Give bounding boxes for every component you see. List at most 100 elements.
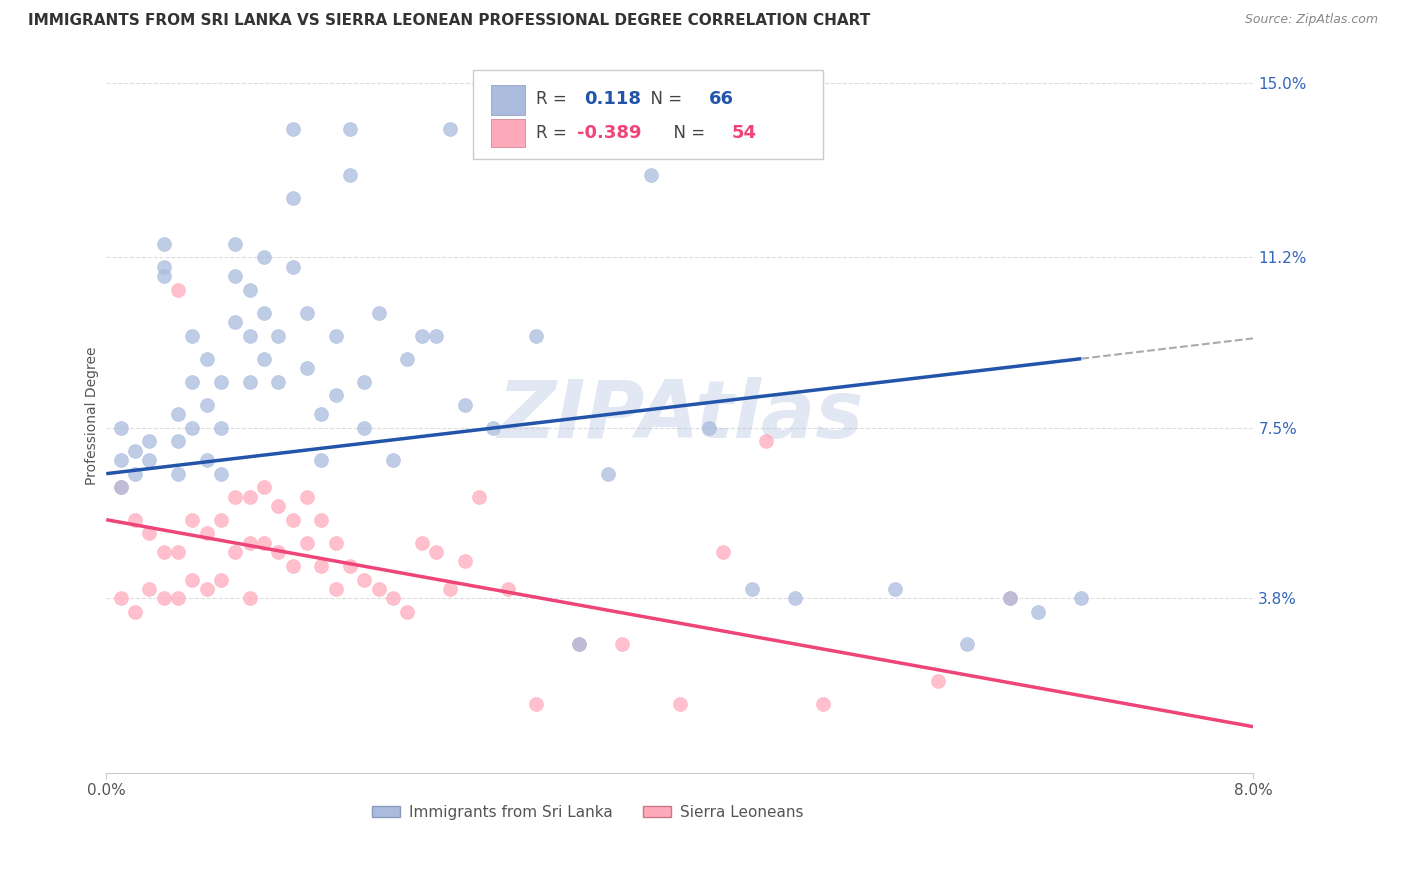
Point — [612, 637, 634, 651]
Point — [124, 443, 146, 458]
Point — [311, 453, 333, 467]
Point — [239, 591, 262, 605]
Point — [181, 573, 204, 587]
Point — [311, 558, 333, 573]
Point — [281, 558, 304, 573]
Point — [281, 121, 304, 136]
Point — [425, 545, 447, 559]
Point — [124, 513, 146, 527]
Text: IMMIGRANTS FROM SRI LANKA VS SIERRA LEONEAN PROFESSIONAL DEGREE CORRELATION CHAR: IMMIGRANTS FROM SRI LANKA VS SIERRA LEON… — [28, 13, 870, 29]
Point — [167, 467, 190, 481]
Point — [339, 168, 361, 182]
Text: ZIPAtlas: ZIPAtlas — [496, 377, 863, 455]
Point — [167, 434, 190, 449]
Point — [152, 591, 174, 605]
Point — [482, 420, 505, 434]
Point — [152, 236, 174, 251]
Text: Source: ZipAtlas.com: Source: ZipAtlas.com — [1244, 13, 1378, 27]
Point — [295, 306, 318, 320]
Point — [267, 375, 290, 389]
Point — [339, 121, 361, 136]
Point — [239, 283, 262, 297]
Point — [454, 554, 477, 568]
Point — [439, 582, 461, 596]
Point — [353, 573, 375, 587]
Point — [396, 605, 419, 619]
Point — [110, 591, 132, 605]
Point — [669, 697, 692, 711]
Point — [110, 481, 132, 495]
Point — [353, 420, 375, 434]
Point — [195, 526, 218, 541]
Point — [239, 490, 262, 504]
Point — [167, 545, 190, 559]
Text: 66: 66 — [709, 90, 734, 108]
Point — [138, 434, 160, 449]
Point — [224, 545, 246, 559]
Point — [783, 591, 806, 605]
Point — [181, 328, 204, 343]
Text: 54: 54 — [731, 124, 756, 142]
Point — [253, 351, 276, 366]
Point — [224, 268, 246, 283]
Point — [224, 315, 246, 329]
Text: N =: N = — [640, 90, 688, 108]
Point — [239, 328, 262, 343]
Point — [425, 328, 447, 343]
Point — [411, 328, 433, 343]
Point — [295, 535, 318, 549]
Point — [267, 499, 290, 513]
Point — [267, 328, 290, 343]
Point — [998, 591, 1021, 605]
FancyBboxPatch shape — [491, 85, 524, 114]
Point — [209, 375, 232, 389]
Point — [396, 351, 419, 366]
Point — [496, 582, 519, 596]
Point — [267, 545, 290, 559]
Point — [711, 545, 734, 559]
Point — [568, 637, 591, 651]
Point — [138, 582, 160, 596]
Point — [295, 490, 318, 504]
FancyBboxPatch shape — [491, 119, 524, 147]
Point — [955, 637, 977, 651]
Point — [339, 558, 361, 573]
Point — [181, 513, 204, 527]
Point — [253, 535, 276, 549]
Point — [325, 328, 347, 343]
Point — [152, 545, 174, 559]
Point — [124, 467, 146, 481]
Point — [468, 490, 491, 504]
Point — [281, 513, 304, 527]
Point — [110, 420, 132, 434]
Point — [927, 673, 949, 688]
Point — [568, 637, 591, 651]
Point — [209, 513, 232, 527]
Point — [110, 453, 132, 467]
Point — [697, 420, 720, 434]
Point — [353, 375, 375, 389]
Point — [454, 398, 477, 412]
Text: R =: R = — [537, 124, 572, 142]
Point — [209, 420, 232, 434]
Point — [311, 513, 333, 527]
Point — [181, 375, 204, 389]
Point — [526, 697, 548, 711]
Point — [209, 573, 232, 587]
Point — [181, 420, 204, 434]
Text: -0.389: -0.389 — [576, 124, 641, 142]
Point — [367, 306, 389, 320]
Point — [755, 434, 778, 449]
Point — [295, 360, 318, 375]
Point — [411, 535, 433, 549]
Point — [598, 467, 620, 481]
Point — [110, 481, 132, 495]
Point — [253, 481, 276, 495]
Point — [1070, 591, 1092, 605]
Point — [167, 283, 190, 297]
Point — [167, 591, 190, 605]
Point — [195, 351, 218, 366]
Point — [239, 375, 262, 389]
Point — [209, 467, 232, 481]
Point — [239, 535, 262, 549]
